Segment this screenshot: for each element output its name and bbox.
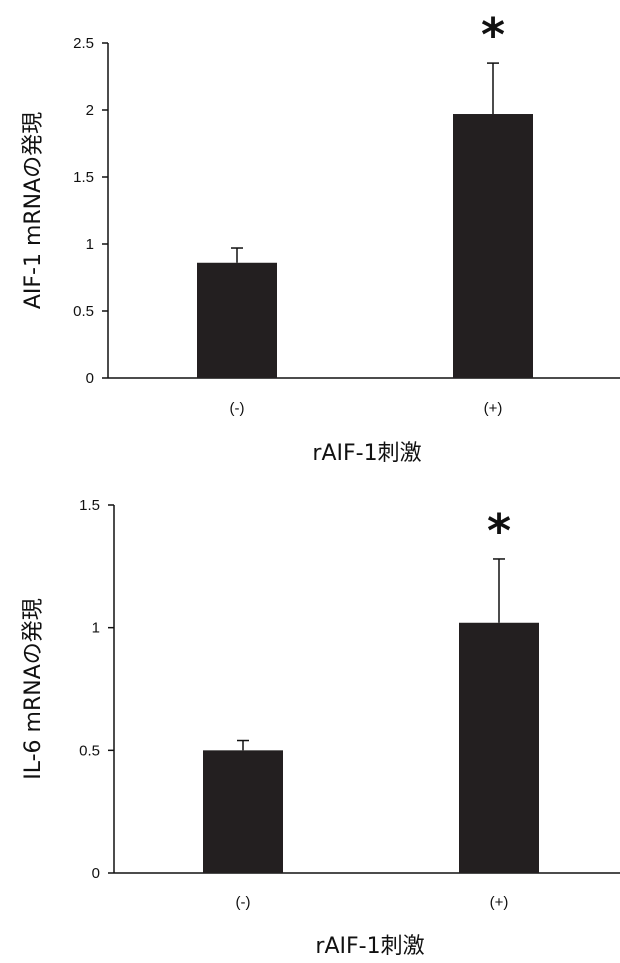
y-tick-label: 0 bbox=[92, 865, 100, 882]
significance-mark: * bbox=[487, 504, 511, 558]
bar bbox=[459, 622, 539, 873]
category-label: (+) bbox=[484, 400, 503, 417]
category-label: (-) bbox=[236, 894, 251, 911]
y-tick-label: 1 bbox=[86, 236, 94, 253]
x-axis-title: rAIF-1刺激 bbox=[315, 934, 424, 959]
y-tick-label: 0 bbox=[86, 370, 94, 387]
bars: * bbox=[197, 8, 533, 379]
bar bbox=[453, 114, 533, 379]
category-labels: (-) (+) bbox=[236, 894, 509, 911]
y-tick-label: 1.5 bbox=[79, 497, 100, 514]
y-axis-title: IL-6 mRNAの発現 bbox=[21, 598, 46, 780]
category-label: (-) bbox=[230, 400, 245, 417]
category-labels: (-) (+) bbox=[230, 400, 503, 417]
x-axis-title: rAIF-1刺激 bbox=[312, 441, 421, 466]
category-label: (+) bbox=[490, 894, 509, 911]
bar bbox=[197, 262, 277, 378]
y-tick-label: 0.5 bbox=[73, 303, 94, 320]
bars: * bbox=[203, 504, 539, 873]
bar bbox=[203, 750, 283, 873]
y-ticks: 0 0.5 1 1.5 2 2.5 bbox=[73, 35, 108, 387]
significance-mark: * bbox=[481, 8, 505, 62]
y-tick-label: 1.5 bbox=[73, 169, 94, 186]
y-tick-label: 0.5 bbox=[79, 742, 100, 759]
y-tick-label: 2.5 bbox=[73, 35, 94, 52]
y-tick-label: 2 bbox=[86, 102, 94, 119]
aif1-chart: 0 0.5 1 1.5 2 2.5 * (-) (+) AIF-1 mRNAの発現 rAIF… bbox=[21, 8, 620, 466]
y-tick-label: 1 bbox=[92, 620, 100, 637]
y-axis-title: AIF-1 mRNAの発現 bbox=[21, 112, 46, 309]
il6-chart: 0 0.5 1 1.5 * (-) (+) IL-6 mRNAの発現 rAIF-1刺激 bbox=[21, 497, 620, 959]
y-ticks: 0 0.5 1 1.5 bbox=[79, 497, 114, 882]
